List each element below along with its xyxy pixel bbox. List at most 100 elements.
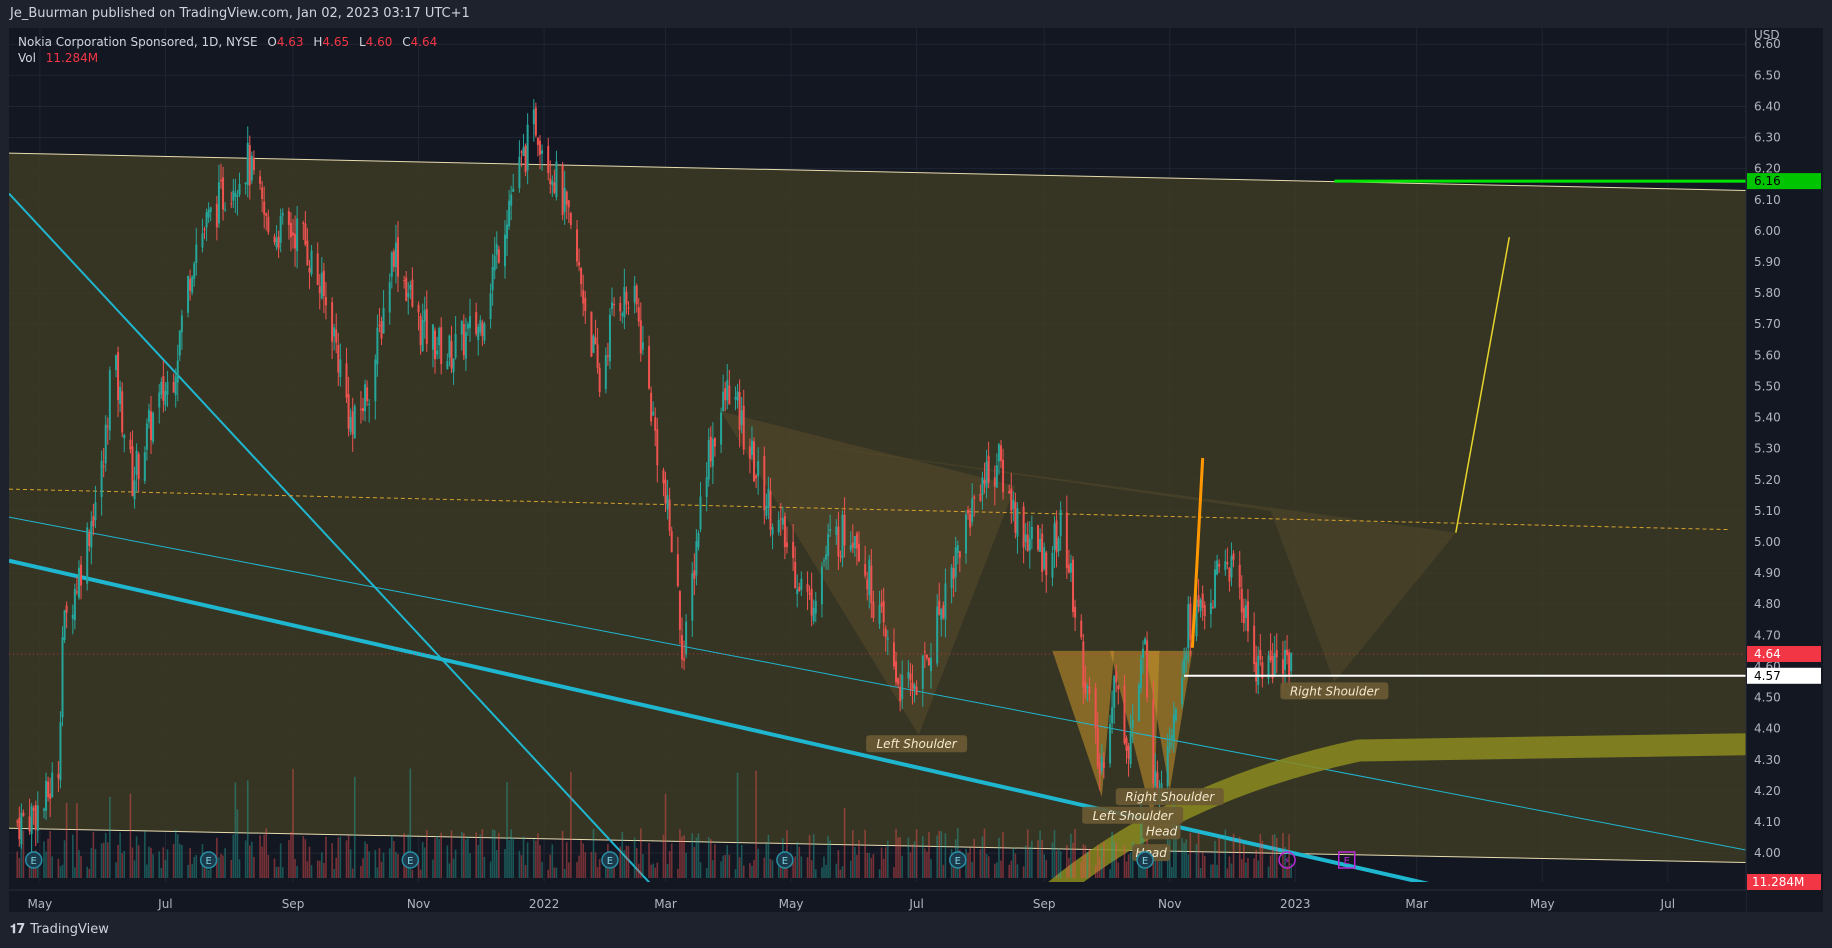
volume-bar <box>504 849 506 878</box>
volume-bar <box>18 858 21 878</box>
candle-body <box>30 806 33 835</box>
close-label: C <box>402 35 411 49</box>
volume-bar <box>222 855 224 878</box>
volume-bar <box>469 853 471 878</box>
candle-body <box>215 203 218 228</box>
volume-bar <box>1199 867 1202 878</box>
candle-body <box>71 614 74 619</box>
candle-body <box>967 509 970 514</box>
tradingview-logo[interactable]: 𝟏𝟳 TradingView <box>10 922 109 937</box>
volume-bar <box>749 863 751 878</box>
volume-bar <box>1275 837 1278 878</box>
volume-bar <box>736 772 739 878</box>
volume-bar <box>1094 865 1097 878</box>
candle-body <box>131 446 134 497</box>
candle-body <box>944 583 947 620</box>
candle-body <box>738 392 741 430</box>
volume-bar <box>395 851 397 878</box>
volume-bar <box>1232 833 1235 878</box>
candle-body <box>238 184 241 195</box>
earnings-marker-label: E <box>782 856 788 867</box>
volume-bar <box>288 840 290 878</box>
candle-body <box>520 151 523 153</box>
volume-bar <box>339 836 342 878</box>
candle-body <box>1059 509 1062 537</box>
x-tick-label: Nov <box>1158 897 1181 911</box>
annotation-box <box>866 735 968 753</box>
right-shoulder-zone <box>768 439 1456 682</box>
candle-body <box>691 573 694 621</box>
candle-body <box>359 408 362 410</box>
volume-bar <box>580 840 582 878</box>
volume-bar <box>465 839 467 878</box>
candle-body <box>722 391 725 411</box>
volume-bar <box>405 859 408 878</box>
volume-bar <box>553 867 556 878</box>
candle-body <box>1203 604 1206 617</box>
chart-frame[interactable]: Left Shoulder Right Shoulder Right Shoulde… <box>9 28 1823 912</box>
volume-bar <box>930 859 932 878</box>
volume-row: Vol 11.284M <box>18 50 437 66</box>
candle-body <box>123 434 126 439</box>
volume-bar <box>92 831 95 878</box>
candle-body <box>374 359 377 402</box>
candle-body <box>495 244 498 255</box>
candle-body <box>825 554 828 560</box>
tradingview-logo-icon: 𝟏𝟳 <box>10 922 25 937</box>
candle-body <box>1002 459 1005 493</box>
publisher-bar: Je_Buurman published on TradingView.com,… <box>0 0 1832 28</box>
candle-body <box>308 267 311 273</box>
candle-body <box>419 315 422 346</box>
volume-bar <box>76 803 78 878</box>
candle-body <box>1174 708 1177 721</box>
volume-bar <box>884 847 887 878</box>
volume-bar <box>158 851 161 878</box>
candle-body <box>152 412 155 442</box>
candles <box>16 99 1293 853</box>
candle-body <box>1230 555 1233 578</box>
volume-bar <box>555 867 558 878</box>
candle-body <box>296 218 299 252</box>
candle-body <box>351 411 354 435</box>
candle-body <box>417 304 420 313</box>
volume-bar <box>467 836 469 878</box>
candle-body <box>246 142 249 186</box>
candle-body <box>248 145 251 186</box>
candle-body <box>1055 520 1058 553</box>
volume-bar <box>294 858 296 878</box>
volume-bar <box>771 860 774 878</box>
volume-bar <box>709 839 712 878</box>
volume-bar <box>146 864 148 878</box>
volume-bar <box>1041 839 1043 878</box>
volume-bar <box>164 859 167 878</box>
candle-body <box>800 578 803 590</box>
y-tick-label: 6.60 <box>1754 37 1781 51</box>
volume-bar <box>705 868 708 878</box>
candle-body <box>469 316 472 328</box>
volume-bar <box>683 835 685 878</box>
x-tick-label: Mar <box>654 897 677 911</box>
volume-bar <box>526 842 529 878</box>
candle-body <box>1084 681 1087 694</box>
volume-bar <box>893 867 895 878</box>
earnings-marker-icon <box>1337 851 1356 869</box>
candle-body <box>1065 512 1068 569</box>
candle-body <box>820 566 823 605</box>
candle-body <box>209 207 212 212</box>
volume-bar <box>627 846 630 878</box>
price-chart[interactable]: Left Shoulder Right Shoulder Right Shoulde… <box>9 28 1823 912</box>
candle-body <box>388 282 391 313</box>
volume-bar <box>677 868 679 878</box>
y-tick-label: 4.80 <box>1754 597 1781 611</box>
candle-body <box>42 808 45 811</box>
volume-bar <box>1016 864 1019 878</box>
volume-bar <box>1088 849 1091 878</box>
candle-body <box>705 477 708 497</box>
candle-body <box>205 212 208 228</box>
volume-bar <box>380 861 383 878</box>
candle-body <box>878 605 881 624</box>
candle-body <box>1144 638 1147 645</box>
volume-bar <box>65 802 68 878</box>
candle-body <box>436 350 439 355</box>
x-tick-label: May <box>1530 897 1555 911</box>
